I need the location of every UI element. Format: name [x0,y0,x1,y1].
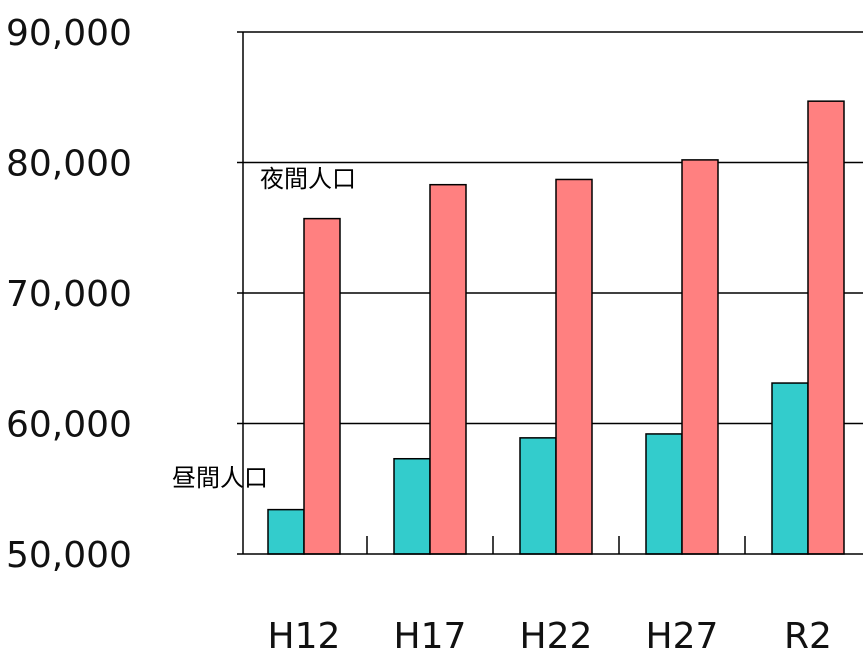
series-label-night-population: 夜間人口 [260,165,356,193]
y-axis-tick-label: 50,000 [6,535,132,576]
y-axis-tick-label: 70,000 [6,274,132,315]
bar-night-h22 [555,178,593,555]
bar-day-r2 [771,382,809,555]
bar-day-h22 [519,437,557,555]
bar-day-h27 [645,433,683,555]
series-label-day-population: 昼間人口 [172,464,268,492]
y-axis-tick-label: 60,000 [6,405,132,446]
x-axis-category-label: H22 [520,616,593,654]
bar-night-h12 [303,217,341,555]
y-axis-tick-label: 90,000 [6,13,132,54]
x-axis-category-label: H17 [394,616,467,654]
bar-day-h12 [267,508,305,555]
bar-day-h17 [393,457,431,555]
gridlines [243,31,863,425]
x-axis-category-labels: H12 H17 H22 H27 R2 [268,616,832,654]
y-axis-tick-labels: 50,000 60,000 70,000 80,000 90,000 [6,13,132,576]
y-axis-tick-label: 80,000 [6,144,132,185]
axes [237,31,863,555]
x-axis-category-label: R2 [784,616,832,654]
x-axis-category-label: H12 [268,616,341,654]
bar-night-h17 [429,183,467,555]
bar-night-r2 [807,100,845,555]
bar-night-h27 [681,159,719,555]
x-axis-category-label: H27 [646,616,719,654]
